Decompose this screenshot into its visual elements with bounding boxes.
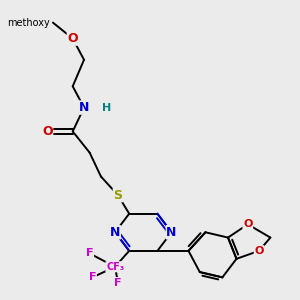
Text: F: F (114, 278, 122, 288)
Text: O: O (254, 246, 264, 256)
Text: H: H (102, 103, 111, 112)
Text: N: N (110, 226, 120, 239)
Text: CF₃: CF₃ (106, 262, 124, 272)
Text: N: N (167, 226, 177, 239)
Text: O: O (42, 125, 52, 138)
Text: O: O (68, 32, 78, 45)
Text: F: F (89, 272, 96, 282)
Text: S: S (113, 189, 122, 202)
Text: N: N (79, 101, 89, 114)
Text: methoxy: methoxy (8, 18, 50, 28)
Text: F: F (86, 248, 93, 259)
Text: O: O (243, 219, 253, 229)
